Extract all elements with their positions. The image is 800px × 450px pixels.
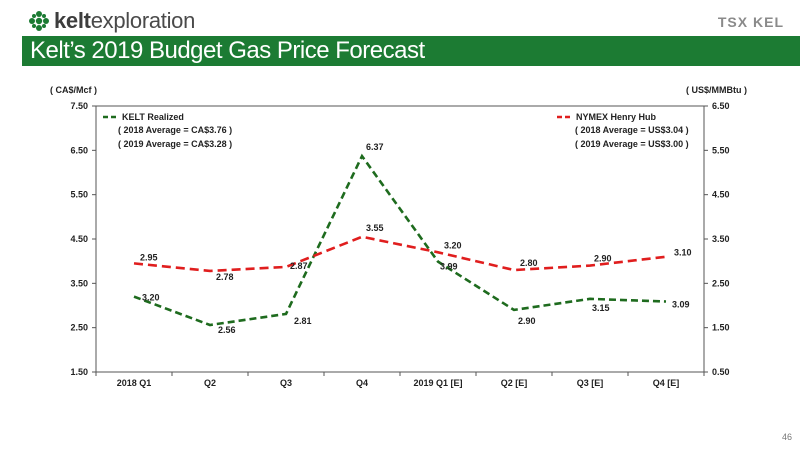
kelt-legend-note-2018: ( 2018 Average = CA$3.76 ) — [118, 125, 232, 135]
kelt-data-label: 2.81 — [294, 316, 312, 326]
left-tick-label: 4.50 — [70, 234, 88, 244]
left-tick-label: 7.50 — [70, 101, 88, 111]
left-tick-label: 2.50 — [70, 323, 88, 333]
kelt-legend-note-2019: ( 2019 Average = CA$3.28 ) — [118, 139, 232, 149]
nymex-data-label: 2.78 — [216, 272, 234, 282]
logo-text: keltexploration — [54, 8, 196, 33]
page-number: 46 — [781, 432, 792, 442]
nymex-data-label: 2.87 — [290, 261, 308, 271]
left-tick-label: 6.50 — [70, 145, 88, 155]
kelt-leaf-icon — [29, 11, 49, 31]
x-tick-label: Q4 — [356, 378, 368, 388]
exchange-badge: TSX KEL — [717, 14, 784, 30]
right-tick-label: 3.50 — [712, 234, 730, 244]
nymex-legend-note-2018: ( 2018 Average = US$3.04 ) — [575, 125, 689, 135]
nymex-data-label: 3.20 — [444, 240, 462, 250]
right-tick-label: 1.50 — [712, 323, 730, 333]
right-tick-label: 4.50 — [712, 190, 730, 200]
right-tick-label: 5.50 — [712, 145, 730, 155]
kelt-data-label: 3.20 — [142, 293, 160, 303]
y-left-axis-label: ( CA$/Mcf ) — [50, 85, 97, 95]
nymex-henry-hub-line — [133, 235, 667, 273]
x-tick-label: 2019 Q1 [E] — [413, 378, 462, 388]
kelt-data-label: 6.37 — [366, 142, 384, 152]
kelt-logo: keltexploration — [28, 8, 195, 34]
kelt-data-label: 2.90 — [518, 316, 536, 326]
left-tick-label: 3.50 — [70, 278, 88, 288]
x-tick-label: Q3 [E] — [577, 378, 604, 388]
right-tick-label: 0.50 — [712, 367, 730, 377]
x-tick-label: Q2 [E] — [501, 378, 528, 388]
nymex-data-label: 2.90 — [594, 254, 612, 264]
left-tick-label: 1.50 — [70, 367, 88, 377]
kelt-data-label: 3.09 — [672, 300, 690, 310]
nymex-legend-label: NYMEX Henry Hub — [576, 112, 657, 122]
kelt-legend-label: KELT Realized — [122, 112, 184, 122]
page-title: Kelt’s 2019 Budget Gas Price Forecast — [30, 37, 425, 64]
nymex-data-label: 3.10 — [674, 248, 692, 258]
nymex-data-label: 2.80 — [520, 258, 538, 268]
x-tick-label: Q2 — [204, 378, 216, 388]
left-tick-label: 5.50 — [70, 190, 88, 200]
kelt-data-label: 2.56 — [218, 325, 236, 335]
right-tick-label: 6.50 — [712, 101, 730, 111]
y-right-axis-label: ( US$/MMBtu ) — [686, 85, 747, 95]
kelt-data-label: 3.99 — [440, 262, 458, 272]
x-tick-label: 2018 Q1 — [117, 378, 152, 388]
right-tick-label: 2.50 — [712, 278, 730, 288]
x-tick-label: Q4 [E] — [653, 378, 680, 388]
nymex-data-label: 2.95 — [140, 252, 158, 262]
nymex-legend-note-2019: ( 2019 Average = US$3.00 ) — [575, 139, 689, 149]
x-tick-label: Q3 — [280, 378, 292, 388]
kelt-data-label: 3.15 — [592, 303, 610, 313]
nymex-data-label: 3.55 — [366, 223, 384, 233]
title-bar: Kelt’s 2019 Budget Gas Price Forecast — [22, 36, 800, 66]
kelt-realized-line — [133, 153, 667, 327]
